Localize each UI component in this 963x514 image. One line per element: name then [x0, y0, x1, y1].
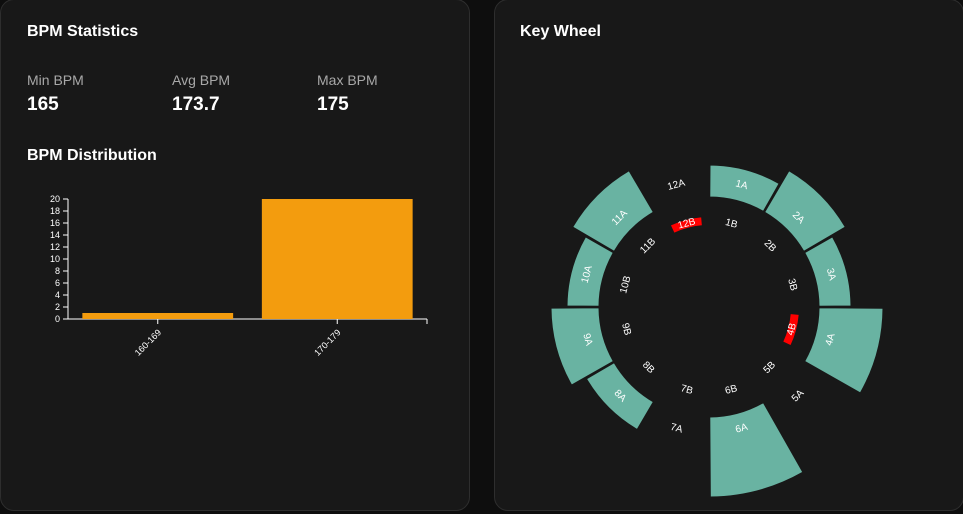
key-sector-1A	[709, 164, 780, 213]
bpm-statistics-panel: BPM Statistics Min BPM 165 Avg BPM 173.7…	[0, 0, 470, 511]
key-sector-6A	[709, 401, 804, 498]
bpm-distribution-title: BPM Distribution	[27, 147, 157, 164]
inner-key-label-7B: 7B	[679, 383, 694, 397]
key-highlight-12B	[670, 217, 702, 233]
inner-key-label-8B: 8B	[640, 360, 657, 377]
y-tick-label: 6	[55, 278, 60, 288]
y-tick-label: 14	[50, 230, 60, 240]
min-bpm-label: Min BPM	[27, 72, 84, 88]
y-tick-label: 8	[55, 266, 60, 276]
avg-bpm-label: Avg BPM	[172, 72, 231, 88]
outer-key-label-12A: 12A	[666, 178, 686, 193]
x-tick-label: 170-179	[312, 327, 342, 357]
y-tick-label: 0	[55, 314, 60, 324]
key-sector-2A	[763, 170, 846, 253]
key-sector-4A	[803, 307, 884, 394]
inner-key-label-10B: 10B	[618, 274, 633, 294]
outer-key-label-6A: 6A	[734, 422, 749, 436]
y-tick-label: 12	[50, 242, 60, 252]
y-tick-label: 10	[50, 254, 60, 264]
min-bpm-value: 165	[27, 94, 59, 115]
key-sector-8A	[585, 361, 655, 431]
x-tick-label: 160-169	[133, 327, 163, 357]
key-wheel-title: Key Wheel	[520, 23, 601, 40]
key-sector-9A	[550, 307, 615, 386]
bar-160-169	[82, 313, 234, 319]
bpm-statistics-title: BPM Statistics	[27, 23, 139, 40]
y-tick-label: 2	[55, 302, 60, 312]
inner-key-label-9B: 9B	[619, 322, 633, 337]
key-sector-10A	[566, 236, 615, 307]
outer-key-label-5A: 5A	[790, 388, 807, 405]
key-sector-11A	[572, 170, 655, 253]
outer-key-label-3A: 3A	[824, 267, 838, 282]
max-bpm-value: 175	[317, 94, 349, 115]
inner-key-label-4B: 4B	[785, 322, 799, 337]
y-tick-label: 4	[55, 290, 60, 300]
key-sector-3A	[803, 236, 852, 307]
outer-key-label-10A: 10A	[580, 264, 595, 284]
outer-key-label-4A: 4A	[824, 332, 838, 347]
inner-key-label-11B: 11B	[638, 236, 658, 256]
outer-key-label-7A: 7A	[669, 422, 684, 436]
inner-key-label-12B: 12B	[677, 216, 697, 231]
outer-key-label-1A: 1A	[734, 178, 749, 192]
max-bpm-label: Max BPM	[317, 72, 378, 88]
y-tick-label: 16	[50, 218, 60, 228]
bpm-distribution-chart: 0 2 4 6 8 10 12 14 16 18 20 160-169 170-179	[50, 194, 428, 358]
inner-key-label-6B: 6B	[724, 383, 739, 397]
inner-key-label-1B: 1B	[724, 217, 739, 231]
key-wheel-panel: Key Wheel 1A 2A 3A 4A 5A 6A 7A 8A 9A 10A 11A 12A 1B 2…	[494, 0, 963, 511]
key-wheel-chart: 1A2A3A4A5A6A7A8A9A10A11A12A1B2B3B4B5B6B7…	[550, 164, 884, 498]
y-tick-label: 18	[50, 206, 60, 216]
y-tick-label: 20	[50, 194, 60, 204]
avg-bpm-value: 173.7	[172, 94, 220, 115]
key-highlight-4B	[783, 314, 799, 346]
outer-key-label-9A: 9A	[580, 332, 594, 347]
inner-key-label-5B: 5B	[762, 359, 779, 376]
inner-key-label-2B: 2B	[762, 238, 779, 255]
bar-170-179	[261, 199, 413, 319]
inner-key-label-3B: 3B	[785, 277, 799, 292]
